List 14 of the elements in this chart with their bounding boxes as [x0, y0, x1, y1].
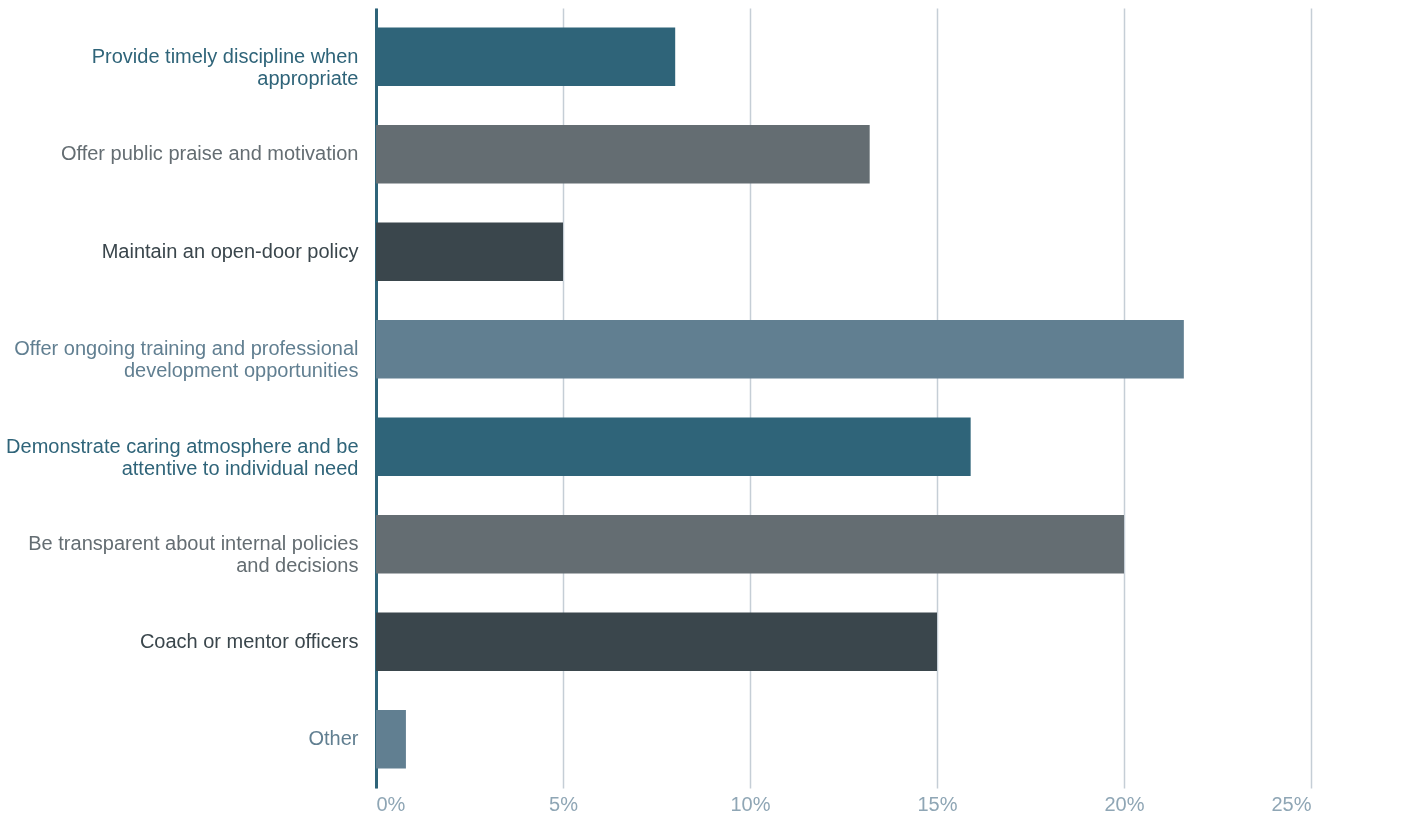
y-tick-label: Other	[308, 727, 359, 750]
y-tick-label: Offer public praise and motivation	[60, 142, 359, 165]
y-tick-label: Be transparent about internal policies and decisions	[28, 532, 359, 577]
x-tick-label: 10%	[730, 792, 771, 815]
y-tick-label: Coach or mentor officers	[139, 629, 359, 652]
x-tick-label: 15%	[917, 792, 958, 815]
y-tick-label: Provide timely discipline when appropriate	[91, 44, 359, 89]
x-tick-label: 0%	[376, 792, 406, 815]
y-tick-label: Demonstrate caring atmosphere and be attentive to individual need	[6, 434, 359, 479]
x-tick-label: 20%	[1104, 792, 1145, 815]
y-tick-label: Offer ongoing training and professional development opportunities	[14, 337, 359, 382]
y-tick-label: Maintain an open-door policy	[101, 239, 359, 262]
x-tick-label: 25%	[1271, 792, 1312, 815]
x-tick-label: 5%	[549, 792, 579, 815]
